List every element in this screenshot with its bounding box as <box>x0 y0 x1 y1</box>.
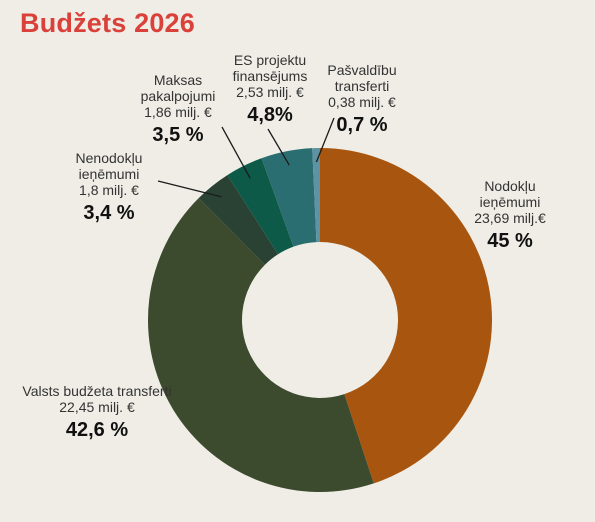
leader-line-4 <box>267 128 290 166</box>
slice-percent: 42,6 % <box>65 419 129 441</box>
slice-name: Maksas pakalpojumi <box>140 72 216 104</box>
slice-value: 23,69 milj.€ <box>474 210 546 226</box>
chart-title: Budžets 2026 <box>20 8 195 38</box>
slice-percent: 0,7 % <box>336 114 388 136</box>
slice-name: Nenodokļu ieņēmumi <box>75 150 143 182</box>
slice-name: ES projektu finansējums <box>232 52 308 84</box>
slice-value: 2,53 milj. € <box>236 84 304 100</box>
slice-percent: 45 % <box>487 230 533 252</box>
label-nodoklu-ienemumi: Nodokļu ieņēmumi 23,69 milj.€ 45 % <box>455 178 565 252</box>
slice-value: 0,38 milj. € <box>328 94 396 110</box>
slice-4 <box>261 148 317 247</box>
label-maksas-pakalpojumi: Maksas pakalpojumi 1,86 milj. € 3,5 % <box>118 72 238 146</box>
slice-percent: 3,5 % <box>152 124 204 146</box>
slice-3 <box>227 158 294 255</box>
label-pasvaldibu-transferti: Pašvaldību transferti 0,38 milj. € 0,7 % <box>302 62 422 136</box>
label-es-projektu-finansejums: ES projektu finansējums 2,53 milj. € 4,8… <box>210 52 330 126</box>
label-valsts-budzeta-transferti: Valsts budžeta transferti 22,45 milj. € … <box>22 383 172 441</box>
slice-percent: 3,4 % <box>83 202 135 224</box>
slice-value: 22,45 milj. € <box>59 399 135 415</box>
leader-line-3 <box>221 126 251 179</box>
slice-value: 1,86 milj. € <box>144 104 212 120</box>
slice-1 <box>147 198 374 493</box>
slice-percent: 4,8% <box>247 104 293 126</box>
slice-name: Valsts budžeta transferti <box>22 383 172 399</box>
leader-line-5 <box>315 117 335 163</box>
slice-value: 1,8 milj. € <box>79 182 139 198</box>
slice-0 <box>320 148 493 484</box>
label-nenodoklu-ienemumi: Nenodokļu ieņēmumi 1,8 milj. € 3,4 % <box>54 150 164 224</box>
slice-5 <box>312 148 320 243</box>
slice-name: Pašvaldību transferti <box>327 62 397 94</box>
slice-2 <box>198 175 279 265</box>
slice-name: Nodokļu ieņēmumi <box>479 178 541 210</box>
leader-line-2 <box>157 180 222 198</box>
